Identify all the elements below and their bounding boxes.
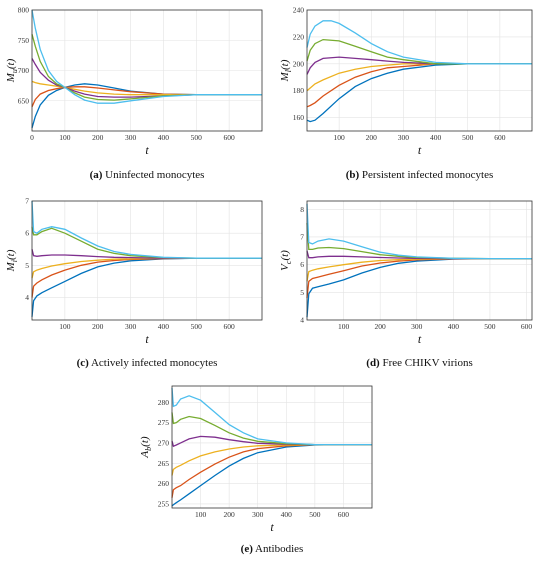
x-tick-label: 300 xyxy=(125,322,137,331)
x-tick-label: 100 xyxy=(59,133,71,142)
x-tick-label: 400 xyxy=(430,133,442,142)
x-tick-label: 400 xyxy=(158,133,170,142)
x-tick-label: 400 xyxy=(158,322,170,331)
series-line-5 xyxy=(306,203,532,260)
y-tick-label: 270 xyxy=(158,438,170,447)
x-axis-label: t xyxy=(270,520,274,534)
series-line-5 xyxy=(31,200,262,259)
x-tick-label: 500 xyxy=(191,133,203,142)
y-tick-label: 5 xyxy=(300,288,304,297)
x-axis-label: t xyxy=(145,332,149,346)
panel-caption: (d) Free CHIKV virions xyxy=(366,357,472,369)
series-line-2 xyxy=(31,257,262,279)
x-tick-label: 500 xyxy=(191,322,203,331)
x-tick-label: 100 xyxy=(334,133,346,142)
y-tick-label: 5 xyxy=(25,261,29,270)
plot-frame xyxy=(31,9,263,132)
x-axis-label: t xyxy=(418,332,422,346)
y-tick-label: 280 xyxy=(158,398,170,407)
x-tick-label: 200 xyxy=(366,133,378,142)
series-line-0 xyxy=(306,257,532,318)
series-line-0 xyxy=(171,443,372,507)
chart-panel-4: 100 200 300 400 500 600 255 260 265 270 275 280 t Ab(… xyxy=(139,385,373,555)
chart-panel-0: 0 100 200 300 400 500 600 650 700 750 800 t Mu(t) (a)… xyxy=(5,6,263,181)
x-tick-label: 300 xyxy=(411,322,423,331)
y-tick-label: 750 xyxy=(18,36,30,45)
x-tick-label: 300 xyxy=(398,133,410,142)
series-line-4 xyxy=(171,412,372,446)
x-tick-label: 600 xyxy=(521,322,533,331)
y-tick-label: 180 xyxy=(293,86,305,95)
x-tick-label: 600 xyxy=(338,510,350,519)
y-tick-label: 275 xyxy=(158,418,170,427)
x-tick-label: 600 xyxy=(224,133,236,142)
panel-caption: (a) Uninfected monocytes xyxy=(90,169,205,181)
x-tick-label: 200 xyxy=(92,322,104,331)
y-tick-label: 650 xyxy=(18,96,30,105)
plot-frame xyxy=(306,200,533,321)
series-line-2 xyxy=(306,257,532,282)
y-tick-label: 4 xyxy=(300,316,304,325)
series-line-3 xyxy=(31,58,262,98)
plot-frame xyxy=(31,200,263,321)
series-line-5 xyxy=(171,387,372,446)
x-tick-label: 200 xyxy=(375,322,387,331)
series-line-0 xyxy=(31,83,262,129)
series-line-0 xyxy=(31,257,262,317)
x-tick-label: 600 xyxy=(494,133,506,142)
y-tick-label: 160 xyxy=(293,113,305,122)
panel-caption: (e) Antibodies xyxy=(241,543,304,555)
panel-caption: (b) Persistent infected monocytes xyxy=(346,169,494,181)
x-tick-label: 200 xyxy=(224,510,236,519)
y-axis-label: Mu(t) xyxy=(5,58,19,83)
series-line-4 xyxy=(31,34,262,101)
y-tick-label: 6 xyxy=(300,260,304,269)
x-axis-label: t xyxy=(418,143,422,157)
x-tick-label: 100 xyxy=(195,510,207,519)
x-tick-label: 100 xyxy=(59,322,71,331)
x-axis-label: t xyxy=(145,143,149,157)
x-tick-label: 0 xyxy=(30,133,34,142)
y-tick-label: 240 xyxy=(293,6,305,15)
y-tick-label: 7 xyxy=(25,197,29,206)
x-tick-label: 400 xyxy=(448,322,460,331)
series-line-5 xyxy=(306,20,532,65)
chart-panel-2: 100 200 300 400 500 600 4 5 6 7 t Mi(t) (c) Actively… xyxy=(5,197,263,369)
series-line-5 xyxy=(31,9,262,104)
x-tick-label: 300 xyxy=(252,510,264,519)
panel-caption: (c) Actively infected monocytes xyxy=(77,357,218,369)
plot-frame xyxy=(306,9,533,132)
y-axis-label: Ab(t) xyxy=(139,436,153,458)
plot-frame xyxy=(171,385,373,509)
y-tick-label: 265 xyxy=(158,459,170,468)
y-tick-label: 700 xyxy=(18,66,30,75)
series-line-1 xyxy=(306,63,532,108)
series-line-2 xyxy=(306,63,532,92)
y-tick-label: 255 xyxy=(158,499,170,508)
y-axis-label: Vc(t) xyxy=(279,250,293,271)
y-tick-label: 220 xyxy=(293,32,305,41)
x-tick-label: 500 xyxy=(462,133,474,142)
y-tick-label: 7 xyxy=(300,232,304,241)
y-axis-label: Mi(t) xyxy=(5,249,19,272)
x-tick-label: 500 xyxy=(309,510,321,519)
x-tick-label: 100 xyxy=(338,322,350,331)
x-tick-label: 200 xyxy=(92,133,104,142)
y-tick-label: 4 xyxy=(25,293,29,302)
x-tick-label: 300 xyxy=(125,133,137,142)
chart-panel-1: 100 200 300 400 500 600 160 180 200 220 240 t Ml(t) (… xyxy=(279,6,533,181)
y-tick-label: 8 xyxy=(300,205,304,214)
series-line-4 xyxy=(31,226,262,259)
series-line-1 xyxy=(171,443,372,498)
x-tick-label: 500 xyxy=(484,322,496,331)
x-tick-label: 400 xyxy=(281,510,293,519)
y-tick-label: 800 xyxy=(18,6,30,15)
y-tick-label: 200 xyxy=(293,59,305,68)
x-tick-label: 600 xyxy=(224,322,236,331)
y-tick-label: 6 xyxy=(25,229,29,238)
y-tick-label: 260 xyxy=(158,479,170,488)
chart-panel-3: 100 200 300 400 500 600 4 5 6 7 8 t Vc(t) (d) Free CH… xyxy=(279,200,533,369)
y-axis-label: Ml(t) xyxy=(279,59,293,82)
